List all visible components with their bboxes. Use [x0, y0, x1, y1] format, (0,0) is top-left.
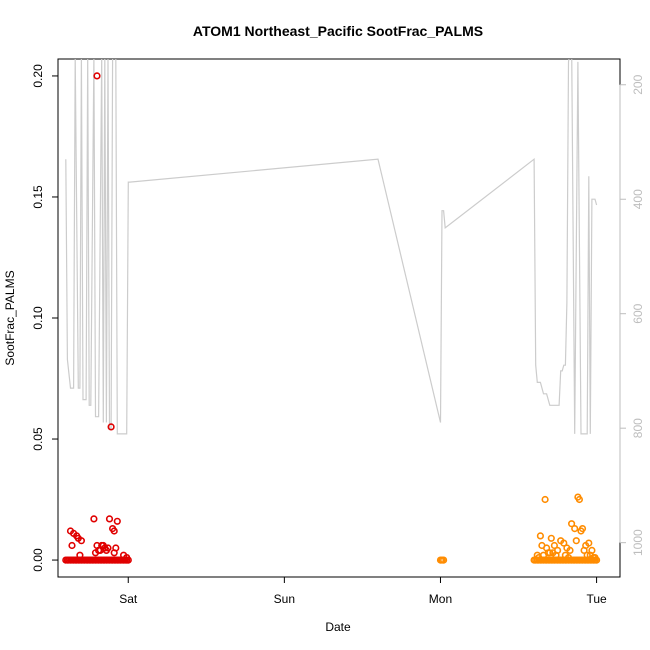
- data-point: [549, 549, 557, 557]
- data-point: [550, 541, 559, 550]
- altitude-line-layer: [65, 59, 598, 435]
- data-point: [591, 553, 599, 562]
- data-point: [107, 423, 115, 431]
- right-tick-label: 400: [631, 189, 645, 209]
- data-point: [567, 520, 576, 528]
- y-axis: 0.00 0.05 0.10 0.15 0.20: [31, 64, 58, 572]
- y-tick-label: 0.15: [31, 185, 45, 209]
- data-point: [91, 549, 100, 557]
- data-point: [105, 515, 114, 523]
- data-point: [539, 551, 548, 559]
- data-point: [440, 556, 448, 564]
- data-point: [76, 551, 84, 559]
- data-point: [123, 553, 131, 562]
- data-point: [560, 539, 568, 547]
- right-tick-label: 1000: [631, 529, 645, 556]
- y-tick-label: 0.00: [31, 548, 45, 572]
- data-point: [113, 517, 121, 525]
- data-point: [580, 546, 588, 555]
- right-tick-label: 600: [631, 303, 645, 323]
- x-tick-label: Sun: [274, 592, 295, 606]
- y-axis-label: SootFrac_PALMS: [3, 270, 17, 365]
- data-point: [536, 532, 545, 540]
- altitude-line: [65, 59, 598, 435]
- x-axis-label: Date: [325, 620, 351, 634]
- right-axis: 200 400 600 800 1000: [619, 74, 645, 556]
- data-point: [68, 541, 76, 550]
- x-axis: Sat Sun Mon Tue: [119, 577, 607, 606]
- y-tick-label: 0.05: [31, 427, 45, 451]
- data-point: [93, 72, 101, 80]
- data-point: [585, 539, 593, 547]
- data-point: [541, 495, 549, 504]
- y-tick-label: 0.20: [31, 64, 45, 88]
- x-tick-label: Mon: [429, 592, 452, 606]
- data-point: [575, 495, 584, 504]
- data-point: [572, 537, 580, 545]
- data-point: [571, 524, 579, 533]
- data-point: [110, 527, 118, 535]
- data-point: [547, 534, 555, 542]
- right-tick-label: 800: [631, 418, 645, 438]
- data-point: [583, 551, 591, 559]
- x-tick-label: Sat: [119, 592, 138, 606]
- data-point: [90, 515, 98, 523]
- data-point: [578, 524, 587, 533]
- data-point: [566, 546, 574, 555]
- data-point: [564, 553, 573, 562]
- right-tick-label: 200: [631, 74, 645, 94]
- x-tick-label: Tue: [586, 592, 607, 606]
- chart-title: ATOM1 Northeast_Pacific SootFrac_PALMS: [193, 23, 483, 39]
- points-layer: [62, 72, 601, 564]
- data-point: [77, 537, 85, 545]
- data-point: [110, 549, 118, 557]
- y-tick-label: 0.10: [31, 306, 45, 330]
